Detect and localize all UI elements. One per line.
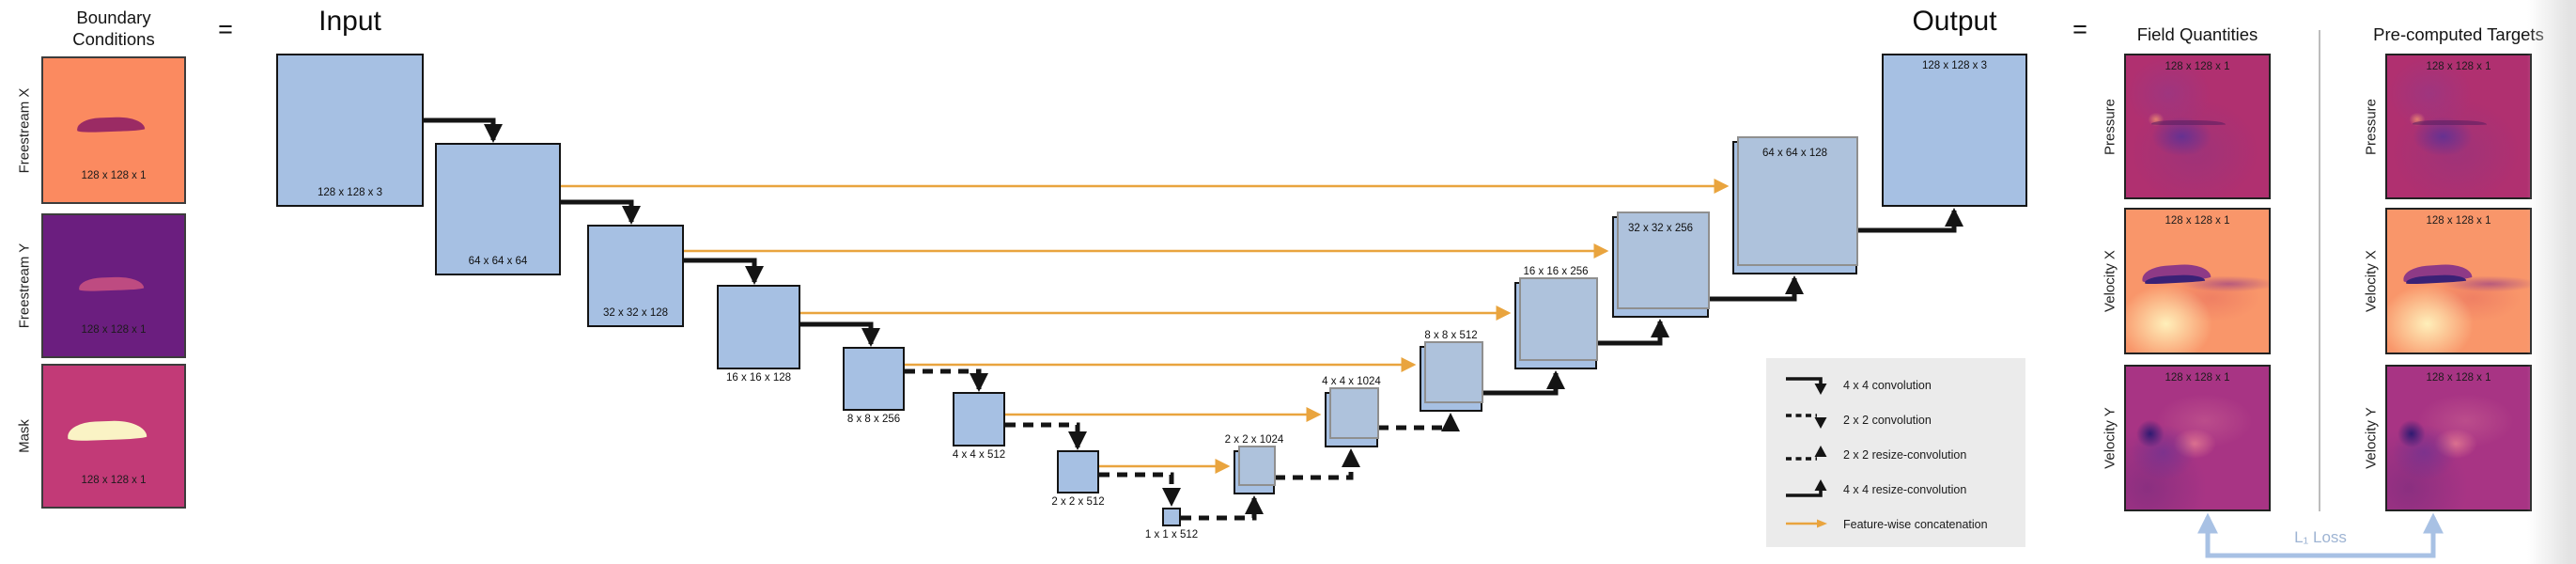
- unet-box-dec-8: 8 x 8 x 512: [1420, 330, 1483, 412]
- legend: 4 x 4 convolution 2 x 2 convolution 2 x …: [1766, 358, 2025, 547]
- conv4x4-arrow-icon: [1786, 377, 1827, 395]
- concat-arrows: [561, 178, 1730, 475]
- panel-freestream-y: 128 x 128 x 1: [41, 213, 186, 358]
- conv4x4-arrow: [424, 118, 503, 143]
- legend-label: 2 x 2 resize-convolution: [1843, 447, 1967, 462]
- box-dims-label: 64 x 64 x 64: [468, 256, 528, 267]
- unet-box-enc-16: 16 x 16 x 128: [717, 285, 800, 384]
- equals-left: =: [218, 15, 233, 43]
- conv4x4-arrow: [800, 321, 880, 347]
- conv2x2-arrow-icon: [1786, 414, 1827, 429]
- legend-label: 4 x 4 resize-convolution: [1843, 482, 1967, 496]
- box-dims-label: 32 x 32 x 128: [602, 307, 669, 319]
- resize4x4-arrow: [1857, 208, 1963, 233]
- unet-box-enc-2: 2 x 2 x 512: [1051, 450, 1105, 508]
- dims-label: 128 x 128 x 1: [81, 170, 147, 181]
- unet-box-dec-32: 32 x 32 x 256: [1612, 212, 1710, 318]
- panel-velocity-y-target: 128 x 128 x 1: [2385, 365, 2532, 511]
- resize2x2-arrow-icon: [1786, 446, 1827, 461]
- box-dims-label: 4 x 4 x 512: [952, 449, 1006, 461]
- resize2x2-arrow: [1275, 448, 1360, 480]
- unet-box-bottleneck: 1 x 1 x 512: [1145, 508, 1198, 540]
- airfoil-shape: [2151, 119, 2227, 125]
- dims-label: 128 x 128 x 1: [2165, 215, 2230, 227]
- precomputed-targets-title: Pre-computed Targets: [2373, 24, 2544, 44]
- l1-loss-bracket: [2196, 512, 2444, 558]
- unet-box-enc-4: 4 x 4 x 512: [953, 392, 1005, 461]
- panel-pressure-output: 128 x 128 x 1: [2124, 54, 2271, 199]
- unet-box-enc-64: 64 x 64 x 64: [435, 143, 561, 275]
- box-dims-label: 2 x 2 x 512: [1051, 496, 1105, 508]
- dims-label: 128 x 128 x 1: [2426, 61, 2491, 72]
- dims-label: 128 x 128 x 1: [2165, 372, 2230, 384]
- box-dims-label: 16 x 16 x 128: [725, 372, 792, 384]
- legend-label: 4 x 4 convolution: [1843, 378, 1932, 392]
- resize2x2-arrow: [1378, 413, 1460, 431]
- field-quantities-title: Field Quantities: [2136, 24, 2258, 44]
- panel-velocity-x-target: 128 x 128 x 1: [2385, 208, 2532, 354]
- resize4x4-arrow-icon: [1786, 479, 1827, 497]
- conv2x2-arrow: [1099, 472, 1181, 507]
- unet-box-enc-8: 8 x 8 x 256: [843, 347, 905, 425]
- concat-arrow-icon: [1786, 519, 1827, 528]
- conv4x4-arrows: [424, 118, 880, 347]
- legend-label: Feature-wise concatenation: [1843, 517, 1988, 531]
- unet-box-dec-64: 64 x 64 x 128: [1732, 136, 1858, 274]
- legend-label: 2 x 2 convolution: [1843, 413, 1932, 427]
- conv2x2-arrows: [905, 368, 1460, 521]
- legend-item: Feature-wise concatenation: [1783, 507, 2025, 541]
- dims-label: 128 x 128 x 1: [2426, 215, 2491, 227]
- box-dims-label: 2 x 2 x 1024: [1224, 434, 1284, 446]
- unet-box-enc-32: 32 x 32 x 128: [587, 225, 684, 327]
- box-dims-label: 8 x 8 x 512: [1424, 330, 1478, 341]
- resize2x2-arrow: [1181, 495, 1264, 521]
- box-dims-label: 128 x 128 x 3: [1921, 60, 1988, 71]
- panel-freestream-x: 128 x 128 x 1: [41, 56, 186, 204]
- equals-right: =: [2072, 15, 2087, 43]
- box-dims-label: 8 x 8 x 256: [846, 414, 901, 425]
- box-dims-label: 1 x 1 x 512: [1144, 529, 1199, 540]
- panel-mask: 128 x 128 x 1: [41, 364, 186, 509]
- legend-item: 2 x 2 convolution: [1783, 402, 2025, 437]
- box-dims-label: 4 x 4 x 1024: [1322, 376, 1381, 387]
- box-dims-label: 16 x 16 x 256: [1523, 266, 1589, 277]
- box-dims-label: 64 x 64 x 128: [1761, 148, 1828, 159]
- panel-velocity-y-output: 128 x 128 x 1: [2124, 365, 2271, 511]
- unet-box-dec-4: 4 x 4 x 1024: [1322, 376, 1381, 447]
- l1-loss-label: L₁ Loss: [2294, 528, 2347, 546]
- panel-pressure-target: 128 x 128 x 1: [2385, 54, 2532, 199]
- unet-box-input: 128 x 128 x 3: [276, 54, 424, 207]
- conv4x4-arrow: [684, 258, 764, 285]
- boundary-conditions-title: Boundary Conditions: [72, 8, 155, 49]
- column-divider: [2319, 30, 2320, 511]
- resize4x4-arrow: [1597, 319, 1669, 346]
- resize4x4-arrow: [1482, 370, 1565, 396]
- legend-item: 2 x 2 resize-convolution: [1783, 437, 2025, 472]
- conv4x4-arrow: [561, 199, 641, 225]
- unet-box-dec-16: 16 x 16 x 256: [1514, 266, 1598, 369]
- box-dims-label: 128 x 128 x 3: [317, 187, 383, 198]
- resize4x4-arrows: [1482, 208, 1963, 396]
- output-title: Output: [1912, 6, 1997, 37]
- dims-label: 128 x 128 x 1: [81, 475, 147, 486]
- dims-label: 128 x 128 x 1: [2165, 61, 2230, 72]
- dims-label: 128 x 128 x 1: [81, 324, 147, 336]
- conv2x2-arrow: [1005, 422, 1087, 450]
- panel-velocity-x-output: 128 x 128 x 1: [2124, 208, 2271, 354]
- conv2x2-arrow: [905, 368, 988, 392]
- legend-item: 4 x 4 convolution: [1783, 368, 2025, 402]
- input-title: Input: [318, 6, 381, 37]
- resize4x4-arrow: [1709, 275, 1804, 302]
- airfoil-shape: [2413, 119, 2488, 125]
- unet-box-dec-2: 2 x 2 x 1024: [1225, 434, 1283, 494]
- legend-item: 4 x 4 resize-convolution: [1783, 472, 2025, 507]
- box-dims-label: 32 x 32 x 256: [1627, 223, 1694, 234]
- dims-label: 128 x 128 x 1: [2426, 372, 2491, 384]
- unet-box-output: 128 x 128 x 3: [1882, 54, 2027, 207]
